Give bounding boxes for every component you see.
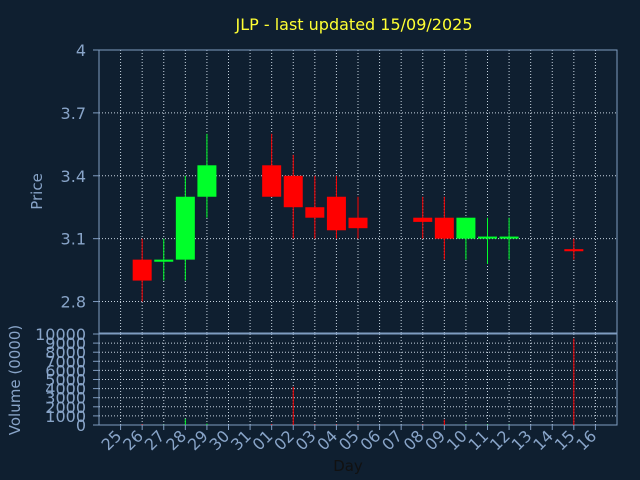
price-y-tick-label: 3.7 xyxy=(61,104,86,123)
candle-body xyxy=(478,236,497,239)
price-y-tick-label: 2.8 xyxy=(61,293,86,312)
volume-y-tick-label: 7000 xyxy=(45,352,86,371)
candle-body xyxy=(326,196,346,231)
volume-y-tick-label: 10000 xyxy=(35,325,86,344)
candle-body xyxy=(175,196,195,260)
x-axis-label: Day xyxy=(333,457,363,475)
volume-y-tick-label: 0 xyxy=(76,416,86,435)
volume-y-tick-label: 6000 xyxy=(45,361,86,380)
volume-y-tick-label: 3000 xyxy=(45,389,86,408)
candle-body xyxy=(348,217,368,229)
candle-body xyxy=(197,165,217,197)
chart-title: JLP - last updated 15/09/2025 xyxy=(234,15,472,34)
volume-y-tick-label: 4000 xyxy=(45,380,86,399)
volume-y-tick-label: 9000 xyxy=(45,334,86,353)
volume-y-tick-label: 5000 xyxy=(45,371,86,390)
price-y-tick-label: 4 xyxy=(76,41,86,60)
candle-body xyxy=(456,217,476,239)
volume-y-tick-label: 2000 xyxy=(45,398,86,417)
price-y-tick-label: 3.1 xyxy=(61,230,86,249)
candle-body xyxy=(154,259,174,262)
candle-body xyxy=(132,259,152,281)
candle-body xyxy=(305,207,325,218)
candle-body xyxy=(499,236,519,239)
candle-body xyxy=(434,217,454,239)
volume-y-tick-label: 1000 xyxy=(45,407,86,426)
candle-body xyxy=(283,175,303,208)
price-plot-frame xyxy=(98,49,618,334)
price-y-tick-label: 3.4 xyxy=(61,167,86,186)
candle-body xyxy=(413,217,433,222)
candle-body xyxy=(262,165,282,197)
volume-y-tick-label: 8000 xyxy=(45,343,86,362)
candle-body xyxy=(564,249,584,252)
price-panel: 2.8 3.1 3.4 3.7 4 Price xyxy=(28,41,618,334)
volume-axis-label: Volume (0000) xyxy=(6,325,24,435)
price-axis-label: Price xyxy=(28,173,46,210)
